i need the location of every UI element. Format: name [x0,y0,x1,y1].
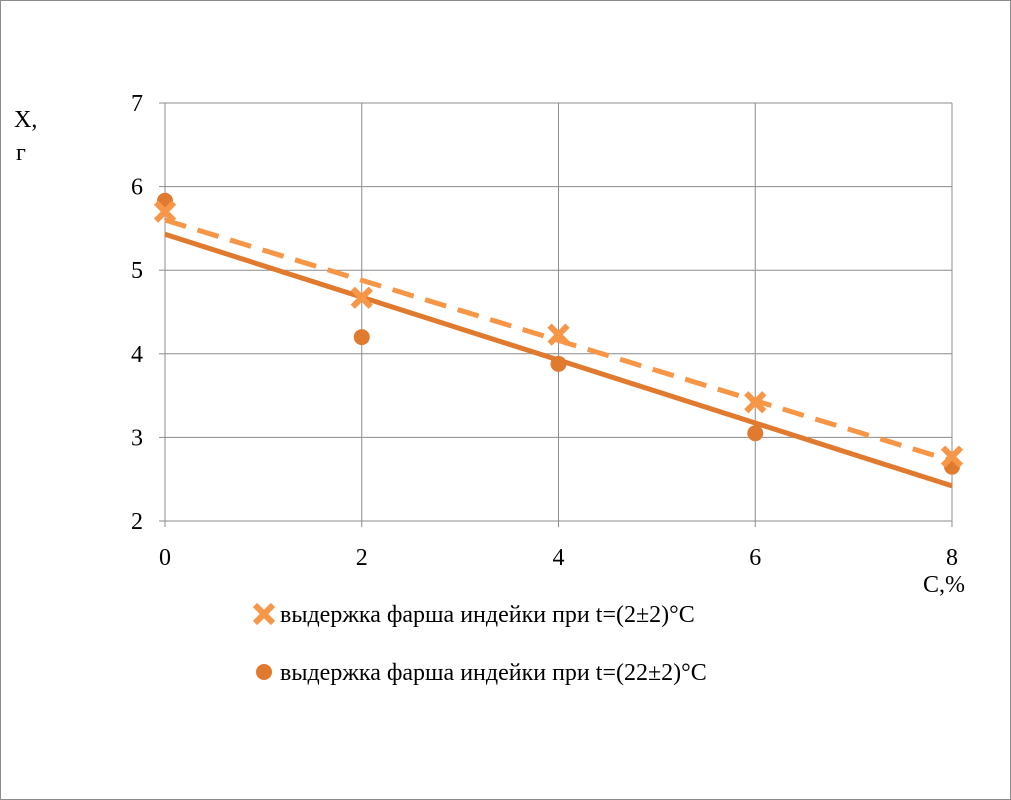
x-tick-label: 8 [946,545,958,571]
x-tick-label: 2 [356,545,368,571]
data-point-circle-marker [353,329,370,346]
legend: выдержка фарша индейки при t=(2±2)°C выде… [252,602,707,686]
legend-item: выдержка фарша индейки при t=(22±2)°C [256,660,707,686]
legend-marker-circle-icon [256,664,272,680]
y-axis-label-line2: г [16,140,26,166]
data-point-x-marker [940,445,964,468]
data-point-circle-marker [747,425,764,442]
x-tick-label: 4 [553,545,565,571]
legend-label: выдержка фарша индейки при t=(22±2)°C [280,660,707,686]
x-tick-label: 0 [159,545,171,571]
y-tick-label: 3 [131,425,143,451]
x-tick-label: 6 [749,545,761,571]
legend-label: выдержка фарша индейки при t=(2±2)°C [280,602,695,628]
legend-marker-x-icon [252,602,276,626]
data-point-x-marker [153,200,177,223]
y-tick-label: 6 [131,175,143,201]
y-tick-label: 5 [131,258,143,284]
trendline-series-1 [164,217,953,464]
data-points [153,192,964,475]
y-axis-label-line1: X, [14,107,37,133]
grid [159,102,953,527]
y-tick-label: 2 [131,509,143,535]
data-point-circle-marker [550,355,567,372]
data-point-x-marker [547,323,570,346]
y-tick-label: 7 [131,91,143,117]
y-tick-label: 4 [131,342,143,368]
data-point-x-marker [744,391,767,414]
x-axis-label: C,% [923,572,965,598]
data-point-x-marker [350,286,373,309]
legend-item: выдержка фарша индейки при t=(2±2)°C [252,602,695,628]
